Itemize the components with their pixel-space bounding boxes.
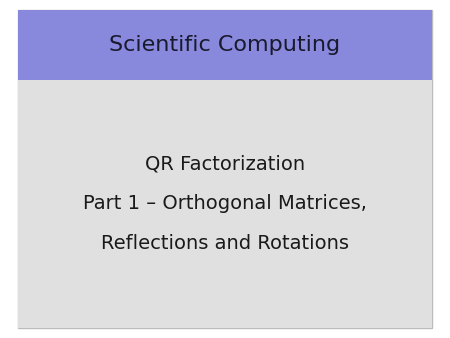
Text: QR Factorization: QR Factorization: [145, 155, 305, 174]
Bar: [18, 80, 432, 328]
Bar: [18, 10, 432, 80]
Text: Reflections and Rotations: Reflections and Rotations: [101, 234, 349, 253]
Text: Part 1 – Orthogonal Matrices,: Part 1 – Orthogonal Matrices,: [83, 194, 367, 214]
Text: Scientific Computing: Scientific Computing: [109, 35, 341, 55]
